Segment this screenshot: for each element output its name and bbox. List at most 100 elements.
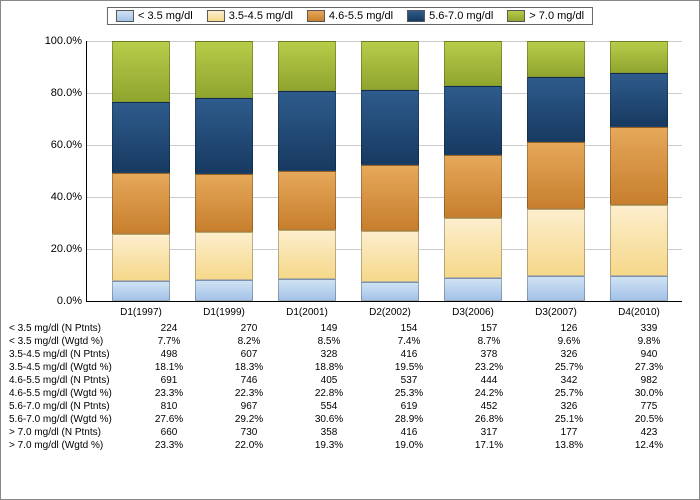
x-axis-label: D1(2001) (278, 301, 336, 318)
row-label: 5.6-7.0 mg/dl (N Ptnts) (9, 401, 129, 412)
table-cell: 8.7% (449, 336, 529, 347)
table-cell: 13.8% (529, 440, 609, 451)
table-cell: 342 (529, 375, 609, 386)
table-row: > 7.0 mg/dl (Wgtd %)23.3%22.0%19.3%19.0%… (9, 440, 689, 451)
table-cell: 177 (529, 427, 609, 438)
table-cell: 326 (529, 349, 609, 360)
bar-segment (278, 230, 336, 279)
table-cell: 660 (129, 427, 209, 438)
bar-segment (527, 77, 585, 142)
table-cell: 746 (209, 375, 289, 386)
table-cell: 126 (529, 323, 609, 334)
bar: D4(2010) (610, 41, 668, 301)
table-cell: 25.3% (369, 388, 449, 399)
bar-segment (361, 282, 419, 301)
bar-segment (112, 102, 170, 174)
legend-label: 4.6-5.5 mg/dl (329, 10, 393, 22)
table-cell: 18.1% (129, 362, 209, 373)
bar-segment (278, 91, 336, 171)
table-cell: 17.1% (449, 440, 529, 451)
bar-segment (112, 234, 170, 281)
table-cell: 12.4% (609, 440, 689, 451)
chart-area: 0.0%20.0%40.0%60.0%80.0%100.0%D1(1997)D1… (86, 31, 681, 321)
bar: D1(1999) (195, 41, 253, 301)
table-cell: 328 (289, 349, 369, 360)
row-label: 4.6-5.5 mg/dl (N Ptnts) (9, 375, 129, 386)
table-cell: 18.3% (209, 362, 289, 373)
bar-segment (527, 209, 585, 276)
bar: D1(1997) (112, 41, 170, 301)
table-row: 4.6-5.5 mg/dl (Wgtd %)23.3%22.3%22.8%25.… (9, 388, 689, 399)
table-cell: 23.3% (129, 440, 209, 451)
legend-item: 4.6-5.5 mg/dl (307, 10, 393, 22)
x-axis-label: D3(2006) (444, 301, 502, 318)
legend-swatch (307, 10, 325, 22)
legend-label: 3.5-4.5 mg/dl (229, 10, 293, 22)
table-cell: 691 (129, 375, 209, 386)
table-cell: 30.0% (609, 388, 689, 399)
table-cell: 27.6% (129, 414, 209, 425)
table-cell: 270 (209, 323, 289, 334)
bar-segment (195, 41, 253, 98)
table-cell: 619 (369, 401, 449, 412)
table-row: 3.5-4.5 mg/dl (Wgtd %)18.1%18.3%18.8%19.… (9, 362, 689, 373)
table-cell: 326 (529, 401, 609, 412)
table-cell: 339 (609, 323, 689, 334)
legend-label: > 7.0 mg/dl (529, 10, 584, 22)
table-cell: 149 (289, 323, 369, 334)
table-cell: 358 (289, 427, 369, 438)
table-cell: 8.5% (289, 336, 369, 347)
table-cell: 317 (449, 427, 529, 438)
x-axis-label: D3(2007) (527, 301, 585, 318)
legend-swatch (507, 10, 525, 22)
row-label: > 7.0 mg/dl (Wgtd %) (9, 440, 129, 451)
table-cell: 416 (369, 349, 449, 360)
table-cell: 967 (209, 401, 289, 412)
table-cell: 19.0% (369, 440, 449, 451)
table-cell: 8.2% (209, 336, 289, 347)
table-row: < 3.5 mg/dl (Wgtd %)7.7%8.2%8.5%7.4%8.7%… (9, 336, 689, 347)
y-axis-label: 80.0% (32, 87, 82, 99)
table-cell: 19.5% (369, 362, 449, 373)
table-cell: 224 (129, 323, 209, 334)
table-cell: 7.4% (369, 336, 449, 347)
bar-segment (610, 205, 668, 276)
table-cell: 24.2% (449, 388, 529, 399)
bar-segment (444, 218, 502, 278)
table-cell: 940 (609, 349, 689, 360)
bar-segment (195, 98, 253, 174)
table-cell: 730 (209, 427, 289, 438)
table-cell: 405 (289, 375, 369, 386)
bar-segment (444, 278, 502, 301)
y-axis-label: 60.0% (32, 139, 82, 151)
table-cell: 27.3% (609, 362, 689, 373)
bar-segment (610, 41, 668, 73)
legend-item: 3.5-4.5 mg/dl (207, 10, 293, 22)
table-cell: 378 (449, 349, 529, 360)
legend-swatch (116, 10, 134, 22)
bar-segment (112, 173, 170, 234)
bar-segment (444, 41, 502, 85)
bar-segment (361, 41, 419, 90)
table-cell: 452 (449, 401, 529, 412)
x-axis-label: D4(2010) (610, 301, 668, 318)
bar-segment (195, 174, 253, 232)
x-axis-label: D2(2002) (361, 301, 419, 318)
bar-segment (278, 171, 336, 230)
table-cell: 18.8% (289, 362, 369, 373)
legend-label: 5.6-7.0 mg/dl (429, 10, 493, 22)
row-label: 5.6-7.0 mg/dl (Wgtd %) (9, 414, 129, 425)
bar-segment (527, 276, 585, 301)
row-label: > 7.0 mg/dl (N Ptnts) (9, 427, 129, 438)
x-axis-label: D1(1997) (112, 301, 170, 318)
bar-segment (527, 41, 585, 77)
table-cell: 25.7% (529, 362, 609, 373)
table-row: 4.6-5.5 mg/dl (N Ptnts)69174640553744434… (9, 375, 689, 386)
bar-segment (610, 73, 668, 126)
row-label: < 3.5 mg/dl (N Ptnts) (9, 323, 129, 334)
bar-segment (610, 276, 668, 301)
bar: D3(2006) (444, 41, 502, 301)
table-cell: 22.0% (209, 440, 289, 451)
table-cell: 554 (289, 401, 369, 412)
table-cell: 22.3% (209, 388, 289, 399)
